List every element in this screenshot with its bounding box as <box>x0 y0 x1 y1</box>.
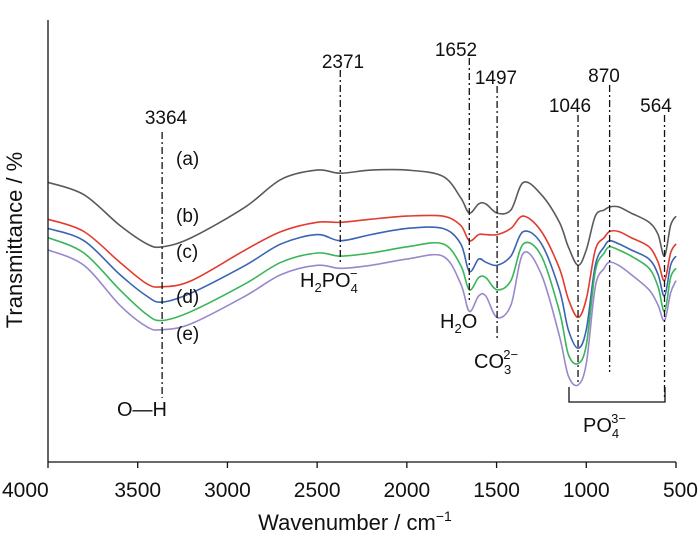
peak-label-1046: 1046 <box>549 96 591 117</box>
series-line-b <box>47 214 677 319</box>
peak-label-1497: 1497 <box>475 68 517 89</box>
curve-label-b: (b) <box>176 206 199 227</box>
peak-markers <box>161 58 666 398</box>
peak-label-2371: 2371 <box>322 52 364 73</box>
annotation-oh: O—H <box>117 399 167 421</box>
y-axis-label: Transmittance / % <box>2 152 27 328</box>
annotation-po4: PO43− <box>583 411 626 441</box>
x-tick-label-4000: 4000 <box>2 479 49 502</box>
curve-label-a: (a) <box>176 149 199 170</box>
series-line-e <box>47 249 677 387</box>
x-tick-label-3500: 3500 <box>114 479 161 502</box>
x-axis-label: Wavenumber / cm−1 <box>258 508 452 535</box>
x-tick-label-2500: 2500 <box>294 479 341 502</box>
x-tick-label-2000: 2000 <box>383 479 430 502</box>
series-line-c <box>47 226 677 350</box>
spectra-curves <box>47 168 677 387</box>
annotation-h2po4: H2PO4− <box>300 266 358 296</box>
curve-label-c: (c) <box>176 242 198 263</box>
series-line-a <box>47 168 677 267</box>
x-tick-label-500: 500 <box>663 479 698 502</box>
x-tick-label-1500: 1500 <box>473 479 520 502</box>
po4-bracket <box>568 387 666 403</box>
x-axis: 4000 3500 3000 2500 2000 1500 1000 500 <box>2 461 698 502</box>
series-line-d <box>47 236 677 365</box>
annotation-co3: CO32− <box>474 347 518 377</box>
peak-label-564: 564 <box>640 96 672 117</box>
peak-label-1652: 1652 <box>435 40 477 61</box>
x-tick-label-1000: 1000 <box>563 479 610 502</box>
x-tick-label-3000: 3000 <box>204 479 251 502</box>
peak-label-3364: 3364 <box>145 108 188 129</box>
curve-label-d: (d) <box>176 287 199 308</box>
curve-label-e: (e) <box>176 324 199 345</box>
annotation-h2o: H2O <box>440 311 477 336</box>
peak-label-870: 870 <box>588 66 620 87</box>
